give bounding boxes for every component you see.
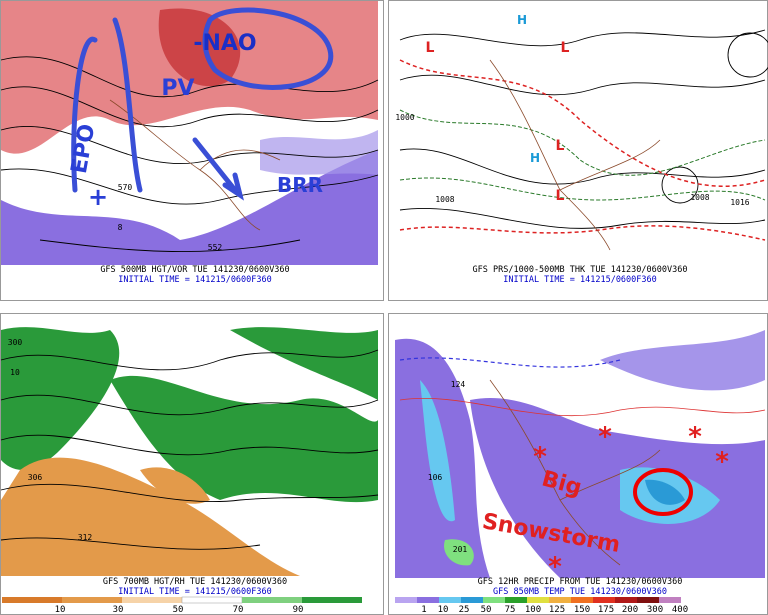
map-500mb — [0, 1, 379, 265]
annotation: L — [556, 188, 565, 204]
contour-label: 300 — [8, 338, 23, 347]
contour-label: 312 — [78, 533, 93, 542]
map-700mb — [0, 318, 379, 576]
annotation: * — [688, 422, 702, 452]
colorbar-label: 25 — [459, 605, 470, 615]
panel-subcaption: INITIAL TIME = 141215/0600F360 — [118, 275, 272, 285]
colorbar-label: 10 — [55, 605, 66, 615]
colorbar-label: 90 — [293, 605, 304, 615]
annotation: -NAO — [193, 31, 256, 56]
contour-label: 552 — [208, 243, 223, 252]
annotation: H — [530, 151, 540, 165]
colorbar-label: 50 — [173, 605, 184, 615]
contour-label: 1008 — [435, 195, 454, 204]
colorbar-label: 300 — [647, 605, 663, 615]
annotation: H — [517, 13, 527, 27]
annotation: L — [556, 138, 565, 154]
colorbar-rh — [2, 596, 362, 604]
colorbar-label: 75 — [505, 605, 516, 615]
panel-frame — [0, 0, 384, 301]
contour-label: 306 — [28, 473, 43, 482]
panel-caption: GFS PRS/1000-500MB THK TUE 141230/0600V3… — [473, 265, 688, 275]
panel-subcaption: GFS 850MB TEMP TUE 141230/0600V360 — [493, 587, 667, 597]
colorbar-label: 70 — [233, 605, 244, 615]
contour-label: 201 — [453, 545, 468, 554]
colorbar-label: 30 — [113, 605, 124, 615]
panel-subcaption: INITIAL TIME = 141215/0600F360 — [118, 587, 272, 597]
colorbar-label: 1 — [421, 605, 426, 615]
panel-caption: GFS 12HR PRECIP FROM TUE 141230/0600V360 — [478, 577, 683, 587]
colorbar-label: 50 — [481, 605, 492, 615]
map-precip — [389, 318, 767, 578]
annotation: PV — [161, 76, 194, 101]
map-pressure — [389, 1, 768, 265]
colorbar-label: 400 — [672, 605, 688, 615]
annotation: BRR — [277, 173, 323, 197]
contour-label: 1008 — [690, 193, 709, 202]
annotation: * — [598, 422, 612, 452]
annotation: * — [715, 447, 729, 477]
colorbar-label: 200 — [622, 605, 638, 615]
contour-label: 1000 — [395, 113, 414, 122]
colorbar-label: 10 — [438, 605, 449, 615]
contour-label: 8 — [118, 223, 123, 232]
panel-subcaption: INITIAL TIME = 141215/0600F360 — [503, 275, 657, 285]
colorbar-label: 125 — [549, 605, 565, 615]
contour-label: 1016 — [730, 198, 749, 207]
contour-label: 106 — [428, 473, 443, 482]
contour-label: 10 — [10, 368, 20, 377]
panel-caption: GFS 500MB HGT/VOR TUE 141230/0600V360 — [100, 265, 289, 275]
contour-label: 570 — [118, 183, 133, 192]
colorbar-label: 150 — [574, 605, 590, 615]
annotation: L — [426, 40, 435, 56]
colorbar-label: 100 — [525, 605, 541, 615]
annotation: L — [561, 40, 570, 56]
panel-caption: GFS 700MB HGT/RH TUE 141230/0600V360 — [103, 577, 287, 587]
annotation: * — [548, 552, 562, 582]
annotation: + — [88, 183, 108, 211]
contour-label: 124 — [451, 380, 466, 389]
annotation: * — [533, 442, 547, 472]
colorbar-precip — [395, 597, 681, 603]
colorbar-label: 175 — [598, 605, 614, 615]
